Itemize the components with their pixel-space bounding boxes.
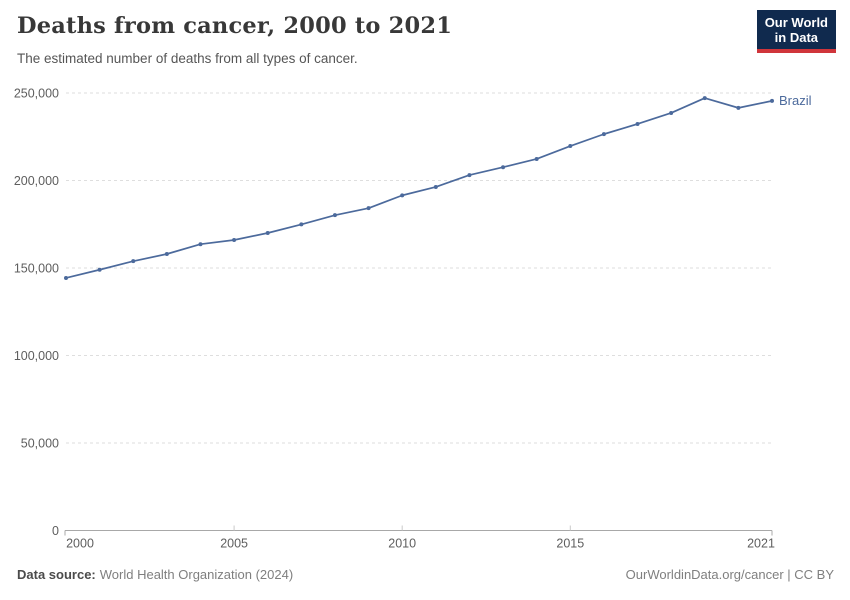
- svg-text:200,000: 200,000: [14, 174, 59, 188]
- svg-text:150,000: 150,000: [14, 262, 59, 276]
- svg-text:2015: 2015: [556, 537, 584, 551]
- data-source-value: World Health Organization (2024): [99, 567, 294, 582]
- chart-title: Deaths from cancer, 2000 to 2021: [17, 13, 453, 39]
- svg-text:2010: 2010: [388, 537, 416, 551]
- svg-text:100,000: 100,000: [14, 349, 59, 363]
- svg-text:250,000: 250,000: [14, 87, 59, 101]
- svg-text:2021: 2021: [747, 537, 775, 551]
- series-label-brazil[interactable]: Brazil: [779, 92, 812, 108]
- chart-footer: Data source: World Health Organization (2…: [17, 567, 834, 582]
- svg-text:50,000: 50,000: [21, 437, 59, 451]
- credit-link[interactable]: OurWorldinData.org/cancer | CC BY: [625, 567, 834, 582]
- owid-logo-line2: in Data: [774, 30, 819, 45]
- data-source: Data source: World Health Organization (2…: [17, 567, 293, 582]
- svg-text:0: 0: [52, 524, 59, 538]
- owid-logo-line1: Our World: [764, 15, 828, 30]
- chart-subtitle: The estimated number of deaths from all …: [17, 51, 358, 66]
- svg-text:2000: 2000: [66, 537, 94, 551]
- owid-logo[interactable]: Our World in Data: [756, 10, 836, 53]
- svg-text:2005: 2005: [220, 537, 248, 551]
- data-source-label: Data source:: [17, 567, 96, 582]
